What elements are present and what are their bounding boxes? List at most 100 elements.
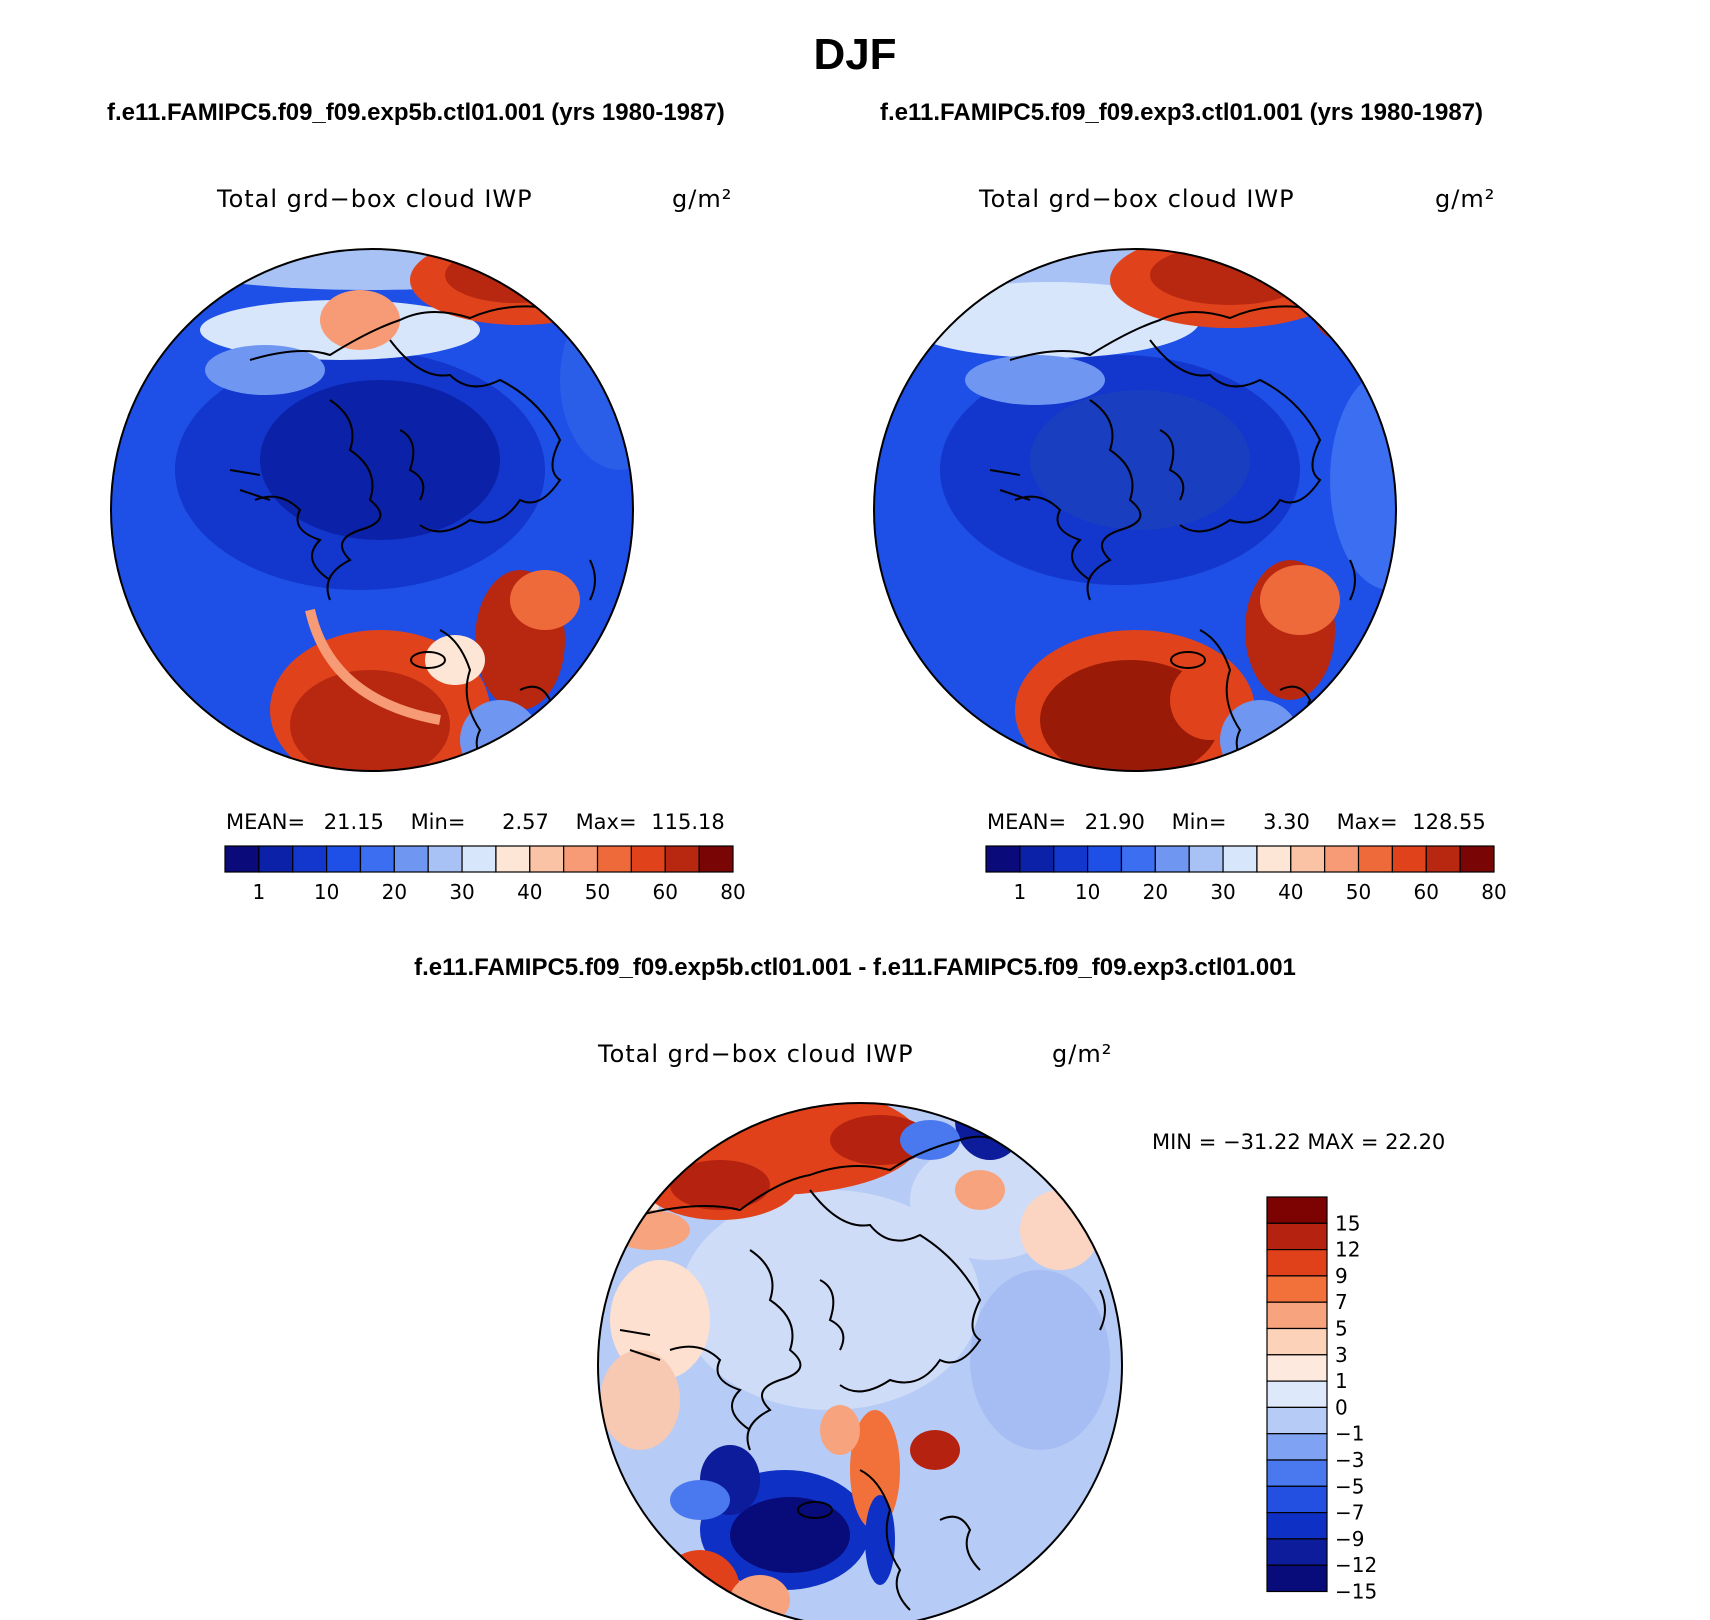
colorbar-tick-label: 80 xyxy=(1481,880,1506,904)
max-label: Max= xyxy=(575,810,637,834)
map-border xyxy=(597,1102,1123,1620)
min-value: 2.57 xyxy=(502,810,549,834)
colorbar-tick-label: 20 xyxy=(382,880,407,904)
min-label: Min= xyxy=(1171,810,1227,834)
colorbar-swatch xyxy=(698,845,734,873)
colorbar-tick-label: 15 xyxy=(1335,1211,1360,1235)
colorbar-swatch xyxy=(1425,845,1461,873)
colorbar-tick-label: 80 xyxy=(720,880,745,904)
colorbar-swatch xyxy=(1266,1327,1328,1356)
colorbar-swatch xyxy=(1266,1275,1328,1303)
colorbar-tick-label: −7 xyxy=(1335,1501,1364,1525)
colorbar-tick-label: 3 xyxy=(1335,1343,1348,1367)
colorbar-tick-label: 50 xyxy=(585,880,610,904)
panel-2-variable: Total grd−box cloud IWP xyxy=(979,185,1295,213)
colorbar-tick-label: 10 xyxy=(314,880,339,904)
colorbar-tick-label: 30 xyxy=(1210,880,1235,904)
colorbar-swatch xyxy=(1266,1248,1328,1277)
colorbar-tick-label: −1 xyxy=(1335,1422,1364,1446)
case-a-header: f.e11.FAMIPC5.f09_f09.exp5b.ctl01.001 (y… xyxy=(107,99,725,126)
colorbar-swatch xyxy=(1266,1380,1328,1408)
colorbar-swatch xyxy=(985,845,1021,873)
colorbar-swatch xyxy=(1459,845,1495,873)
panel-1-variable: Total grd−box cloud IWP xyxy=(217,185,533,213)
colorbar-swatch xyxy=(1266,1538,1328,1566)
colorbar-swatch xyxy=(427,845,463,873)
colorbar-swatch xyxy=(1154,845,1190,873)
colorbar-tick-label: −15 xyxy=(1335,1580,1377,1604)
colorbar-tick-label: 50 xyxy=(1346,880,1371,904)
colorbar-swatch xyxy=(359,845,395,873)
figure-title: DJF xyxy=(813,30,897,79)
map-panel-2 xyxy=(873,248,1397,772)
diff-header: f.e11.FAMIPC5.f09_f09.exp5b.ctl01.001 - … xyxy=(414,954,1296,981)
colorbar-swatch xyxy=(1357,845,1393,873)
colorbar-swatch xyxy=(1266,1354,1328,1382)
colorbar-swatch xyxy=(1120,845,1156,873)
case-b-header: f.e11.FAMIPC5.f09_f09.exp3.ctl01.001 (yr… xyxy=(880,99,1484,126)
mean-value: 21.90 xyxy=(1084,810,1145,834)
map-panel-1 xyxy=(110,248,634,772)
panel-1-units: g/m² xyxy=(672,185,733,213)
colorbar-tick-label: −12 xyxy=(1335,1553,1377,1577)
max-value: 128.55 xyxy=(1412,810,1486,834)
colorbar-tick-label: 12 xyxy=(1335,1238,1360,1262)
panel-3-stats: MIN = −31.22 MAX = 22.20 xyxy=(1152,1130,1446,1154)
map-panel-3 xyxy=(597,1102,1123,1620)
colorbar-tick-label: 60 xyxy=(1414,880,1439,904)
colorbar-swatch xyxy=(224,845,260,873)
colorbar-swatch xyxy=(664,845,700,873)
mean-label: MEAN= xyxy=(987,810,1067,834)
colorbar-swatch xyxy=(529,845,565,873)
colorbar-swatch xyxy=(563,845,599,873)
colorbar-swatch xyxy=(292,845,328,873)
colorbar-swatch xyxy=(1019,845,1055,873)
colorbar-swatch xyxy=(1266,1301,1328,1330)
colorbar-panel-1: 1 10 20 30 40 50 60 80 xyxy=(224,845,746,904)
colorbar-tick-label: 30 xyxy=(449,880,474,904)
colorbar-swatch xyxy=(1086,845,1123,873)
colorbar-tick-label: −3 xyxy=(1335,1448,1364,1472)
colorbar-tick-label: 1 xyxy=(1013,880,1026,904)
colorbar-swatch xyxy=(1391,845,1427,873)
colorbar-swatch xyxy=(1266,1564,1328,1593)
mean-label: MEAN= xyxy=(226,810,306,834)
colorbar-swatch xyxy=(1266,1459,1328,1487)
colorbar-tick-label: −5 xyxy=(1335,1474,1364,1498)
colorbar-swatch xyxy=(1266,1433,1328,1461)
colorbar-swatch xyxy=(326,845,362,873)
colorbar-tick-label: 40 xyxy=(517,880,542,904)
colorbar-swatch xyxy=(1053,845,1089,873)
colorbar-tick-label: 9 xyxy=(1335,1264,1348,1288)
max-label: Max= xyxy=(1336,810,1398,834)
colorbar-swatch xyxy=(630,845,666,873)
colorbar-swatch xyxy=(1266,1511,1328,1540)
panel-1-stats: MEAN= 21.15 Min= 2.57 Max= 115.18 xyxy=(226,810,725,834)
colorbar-swatch xyxy=(1324,845,1360,873)
map-border xyxy=(873,248,1397,772)
min-value: 3.30 xyxy=(1263,810,1310,834)
colorbar-swatch xyxy=(461,845,497,873)
max-value: 115.18 xyxy=(651,810,725,834)
min-label: Min= xyxy=(410,810,466,834)
colorbar-tick-label: 40 xyxy=(1278,880,1303,904)
colorbar-tick-label: 20 xyxy=(1143,880,1168,904)
colorbar-tick-label: 1 xyxy=(252,880,265,904)
colorbar-swatch xyxy=(1188,845,1224,873)
colorbar-tick-label: −9 xyxy=(1335,1527,1364,1551)
colorbar-swatch xyxy=(393,845,429,873)
colorbar-swatch xyxy=(1266,1222,1328,1251)
colorbar-tick-label: 0 xyxy=(1335,1395,1348,1419)
colorbar-swatch xyxy=(1290,845,1326,873)
colorbar-swatch xyxy=(1266,1196,1328,1224)
colorbar-swatch xyxy=(596,845,632,873)
panel-2-stats: MEAN= 21.90 Min= 3.30 Max= 128.55 xyxy=(987,810,1486,834)
colorbar-swatch xyxy=(1222,845,1258,873)
map-border xyxy=(110,248,634,772)
colorbar-swatch xyxy=(1256,845,1292,873)
colorbar-swatch xyxy=(1266,1485,1328,1514)
colorbar-tick-label: 10 xyxy=(1075,880,1100,904)
colorbar-swatch xyxy=(495,845,531,873)
colorbar-tick-label: 7 xyxy=(1335,1290,1348,1314)
